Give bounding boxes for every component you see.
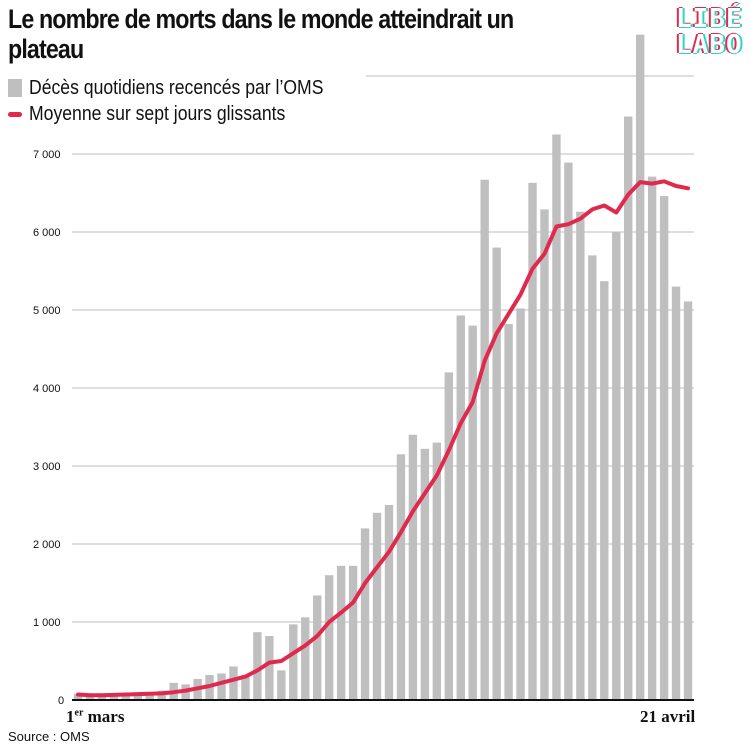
bar xyxy=(85,696,95,700)
bar xyxy=(408,434,418,700)
bars-series xyxy=(73,34,693,701)
x-label-start-sup: er xyxy=(74,707,84,719)
bar xyxy=(504,324,513,700)
x-label-start-word: mars xyxy=(83,707,125,726)
legend-item-bars: Décès quotidiens recencés par l’OMS xyxy=(8,76,364,100)
bar xyxy=(492,247,501,700)
bar xyxy=(444,372,453,700)
x-label-end: 21 avril xyxy=(640,707,696,726)
legend-line-label: Moyenne sur sept jours glissants xyxy=(29,102,286,125)
bar xyxy=(468,325,477,700)
y-tick-label: 0 xyxy=(58,695,64,707)
chart-title: Le nombre de morts dans le monde atteind… xyxy=(8,4,514,64)
bar xyxy=(396,454,406,700)
x-label-start-number: 1 xyxy=(66,707,75,726)
bar xyxy=(528,182,537,701)
bar xyxy=(659,196,669,700)
bar xyxy=(647,176,657,700)
bar xyxy=(145,692,154,700)
moving-average-series xyxy=(76,179,690,698)
bar xyxy=(301,617,310,700)
source-note: Source : OMS xyxy=(8,729,90,744)
bar xyxy=(384,505,394,700)
bar xyxy=(432,442,442,700)
bar xyxy=(360,528,370,700)
y-tick-label: 4 000 xyxy=(33,383,61,395)
y-tick-label: 3 000 xyxy=(33,461,61,473)
legend-line-swatch xyxy=(8,111,22,117)
bar xyxy=(229,666,238,700)
bar xyxy=(217,673,226,700)
bar xyxy=(324,575,334,700)
y-axis-labels: 1 000 2 000 3 000 4 000 5 000 6 000 7 000 0 xyxy=(33,149,64,707)
bar xyxy=(241,675,250,700)
bar xyxy=(348,565,358,700)
bar xyxy=(683,301,693,700)
bar xyxy=(336,565,346,700)
bar xyxy=(576,211,585,700)
x-label-start: 1er mars xyxy=(66,707,124,727)
bar xyxy=(313,595,322,700)
bar xyxy=(612,232,621,700)
bar xyxy=(600,281,609,700)
bar xyxy=(564,162,573,700)
logo-line-2: LABO xyxy=(676,30,743,60)
bar xyxy=(133,692,142,700)
bar xyxy=(265,636,274,700)
bar xyxy=(420,448,430,700)
bar xyxy=(109,694,119,700)
bar xyxy=(253,632,262,700)
legend-bars-label: Décès quotidiens recencés par l’OMS xyxy=(29,76,324,99)
y-tick-label: 7 000 xyxy=(33,149,61,161)
logo-line-1: LIBÉ xyxy=(676,4,743,34)
y-tick-label: 5 000 xyxy=(33,305,61,317)
bar xyxy=(97,695,107,700)
bar xyxy=(73,693,83,700)
bar xyxy=(624,116,633,700)
bar xyxy=(516,308,525,700)
y-tick-label: 6 000 xyxy=(33,227,61,239)
bar xyxy=(588,255,597,700)
y-tick-label: 1 000 xyxy=(33,617,61,629)
bar xyxy=(552,134,561,700)
bar xyxy=(671,286,681,700)
legend-bar-swatch xyxy=(8,79,22,97)
bar xyxy=(277,670,286,700)
bar xyxy=(456,315,465,700)
moving-average-line xyxy=(76,179,690,698)
bar xyxy=(540,209,549,700)
bar xyxy=(635,34,645,701)
legend-item-line: Moyenne sur sept jours glissants xyxy=(8,102,320,126)
y-tick-label: 2 000 xyxy=(33,539,61,551)
bar xyxy=(480,179,489,701)
bar xyxy=(372,512,382,700)
bar xyxy=(121,693,131,700)
bar xyxy=(289,624,298,700)
libe-labo-logo: LIBÉ LABO xyxy=(676,6,746,58)
